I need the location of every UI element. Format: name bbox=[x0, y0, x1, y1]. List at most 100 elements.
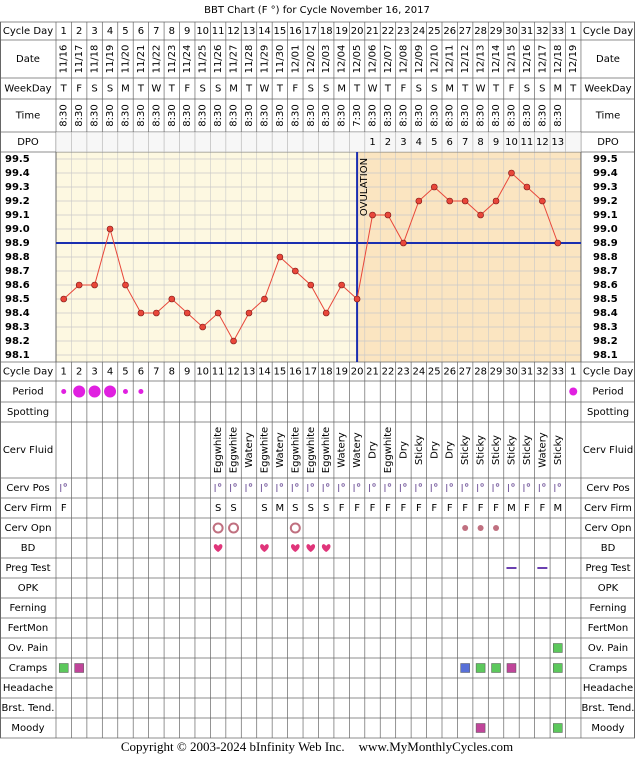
ov-pain-mark bbox=[553, 643, 563, 653]
row-label-right: Headache bbox=[583, 683, 633, 694]
y-tick-label-right: 98.2 bbox=[593, 336, 618, 347]
dpo: 8 bbox=[477, 137, 483, 148]
time: 8:30 bbox=[537, 104, 548, 126]
row-label: Ov. Pain bbox=[8, 643, 48, 654]
cerv-fluid: Dry bbox=[429, 441, 440, 459]
date: 12/18 bbox=[553, 45, 564, 74]
cycle-day: 28 bbox=[474, 26, 487, 37]
weekday: F bbox=[401, 84, 407, 95]
time: 8:30 bbox=[429, 104, 440, 126]
cycle-day: 3 bbox=[91, 26, 97, 37]
weekday: T bbox=[276, 84, 284, 95]
weekday: F bbox=[76, 84, 82, 95]
cycle-day: 8 bbox=[169, 26, 175, 37]
date: 12/16 bbox=[522, 45, 533, 74]
y-tick-label: 98.1 bbox=[5, 350, 30, 361]
cycle-day: 2 bbox=[76, 367, 82, 378]
weekday: T bbox=[168, 84, 176, 95]
temp-point bbox=[261, 295, 268, 303]
cycle-day: 33 bbox=[551, 26, 564, 37]
time: 8:30 bbox=[506, 104, 517, 126]
date: 12/01 bbox=[290, 45, 301, 74]
cerv-firm: S bbox=[308, 503, 314, 514]
cerv-firm: S bbox=[230, 503, 236, 514]
cycle-day: 30 bbox=[505, 26, 518, 37]
ovulation-label: OVULATION bbox=[359, 158, 370, 216]
row-label: Headache bbox=[3, 683, 53, 694]
cycle-day: 6 bbox=[138, 367, 144, 378]
cycle-day: 11 bbox=[212, 367, 225, 378]
cycle-day: 25 bbox=[428, 26, 441, 37]
cerv-fluid: Eggwhite bbox=[290, 427, 301, 473]
y-tick-label-right: 99.0 bbox=[593, 224, 618, 235]
weekday: S bbox=[200, 84, 206, 95]
cerv-opn bbox=[289, 522, 301, 534]
row-label-right: Time bbox=[595, 111, 620, 122]
cycle-day: 16 bbox=[289, 26, 302, 37]
row-label-right: Cramps bbox=[589, 663, 628, 674]
weekday: T bbox=[492, 84, 500, 95]
y-tick-label-right: 98.7 bbox=[593, 266, 618, 277]
y-tick-label: 98.2 bbox=[5, 336, 30, 347]
cycle-day: 11 bbox=[212, 26, 225, 37]
cerv-fluid: Watery bbox=[537, 432, 548, 468]
date: 11/28 bbox=[244, 45, 255, 74]
weekday: T bbox=[353, 84, 361, 95]
cerv-firm: F bbox=[524, 503, 530, 514]
row-label: Brst. Tend. bbox=[2, 703, 55, 714]
time: 8:30 bbox=[213, 104, 224, 126]
cerv-fluid: Sticky bbox=[414, 435, 425, 465]
y-tick-label: 98.6 bbox=[5, 280, 30, 291]
y-tick-label: 98.9 bbox=[5, 238, 30, 249]
cycle-day: 8 bbox=[169, 367, 175, 378]
row-label: Cerv Pos bbox=[6, 483, 49, 494]
temp-point bbox=[137, 309, 145, 317]
row-label-right: Cycle Day bbox=[583, 367, 633, 378]
row-label: Cycle Day bbox=[3, 367, 53, 378]
weekday: S bbox=[431, 84, 437, 95]
cerv-pos bbox=[557, 483, 561, 487]
row-label-right: WeekDay bbox=[584, 84, 631, 95]
time: 8:30 bbox=[59, 104, 70, 126]
row-label-right: Moody bbox=[591, 723, 624, 734]
date: 11/27 bbox=[229, 45, 240, 74]
cycle-day: 3 bbox=[91, 367, 97, 378]
temp-point bbox=[75, 281, 83, 289]
cerv-firm: S bbox=[261, 503, 267, 514]
cerv-fluid: Watery bbox=[244, 432, 255, 468]
time: 8:30 bbox=[321, 104, 332, 126]
cycle-day: 31 bbox=[521, 367, 534, 378]
cycle-day: 10 bbox=[196, 367, 209, 378]
cycle-day: 14 bbox=[258, 367, 271, 378]
row-label-right: Preg Test bbox=[585, 563, 630, 574]
weekday: S bbox=[215, 84, 221, 95]
cramps-mark bbox=[475, 663, 486, 673]
temp-point bbox=[168, 295, 176, 303]
temp-point bbox=[539, 197, 546, 205]
date: 12/17 bbox=[537, 45, 548, 74]
time: 8:30 bbox=[445, 104, 456, 126]
cerv-firm: S bbox=[292, 503, 298, 514]
cerv-pos bbox=[387, 483, 392, 487]
time: 8:30 bbox=[491, 104, 502, 126]
y-tick-label: 99.1 bbox=[5, 210, 30, 221]
weekday: T bbox=[569, 84, 577, 95]
dpo: 12 bbox=[536, 137, 549, 148]
row-label: WeekDay bbox=[4, 84, 51, 95]
time: 8:30 bbox=[290, 104, 301, 126]
cycle-day: 28 bbox=[474, 367, 487, 378]
date: 12/05 bbox=[352, 45, 363, 74]
date: 12/03 bbox=[321, 45, 332, 74]
cerv-fluid: Dry bbox=[368, 441, 379, 459]
cycle-day: 32 bbox=[536, 367, 549, 378]
y-tick-label: 99.5 bbox=[5, 154, 30, 165]
cerv-fluid: Sticky bbox=[476, 435, 487, 465]
cerv-opn bbox=[477, 525, 484, 531]
date: 12/07 bbox=[383, 45, 394, 74]
dpo: 9 bbox=[493, 137, 499, 148]
date: 12/10 bbox=[429, 45, 440, 74]
date: 11/21 bbox=[136, 45, 147, 74]
y-tick-label: 99.4 bbox=[5, 168, 30, 179]
cerv-fluid: Sticky bbox=[506, 435, 517, 465]
moody-mark bbox=[553, 723, 563, 733]
